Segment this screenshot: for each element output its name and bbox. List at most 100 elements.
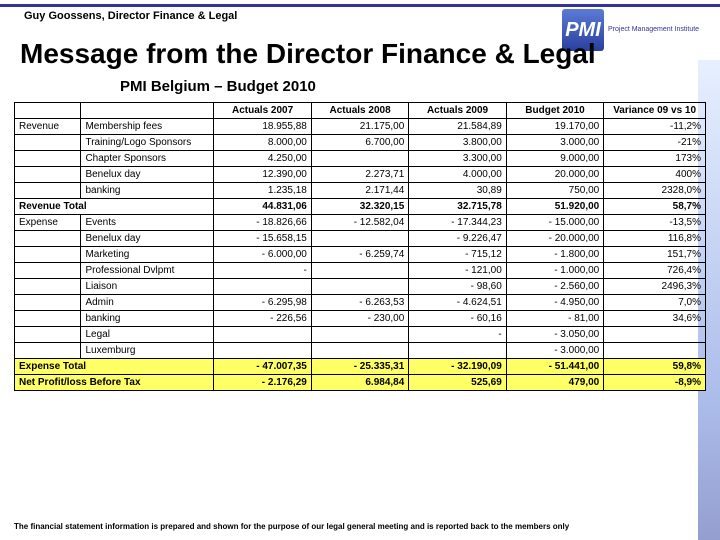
col-item [81, 103, 214, 119]
cell-category [15, 151, 81, 167]
cell-value: 58,7% [604, 199, 706, 215]
cell-value: 750,00 [506, 183, 603, 199]
table-row: banking1.235,182.171,4430,89750,002328,0… [15, 183, 706, 199]
cell-value: 9.226,47 [409, 231, 506, 247]
cell-item: banking [81, 311, 214, 327]
cell-value: 15.000,00 [506, 215, 603, 231]
cell-value: 6.263,53 [311, 295, 408, 311]
cell-value: 34,6% [604, 311, 706, 327]
cell-item: Training/Logo Sponsors [81, 135, 214, 151]
col-budget-2010: Budget 2010 [506, 103, 603, 119]
cell-value [214, 327, 311, 343]
table-row: Liaison 98,602.560,002496,3% [15, 279, 706, 295]
cell-value: 2496,3% [604, 279, 706, 295]
table-row: Professional Dvlpmt-121,001.000,00726,4% [15, 263, 706, 279]
cell-value [214, 279, 311, 295]
page-subtitle: PMI Belgium – Budget 2010 [120, 78, 316, 95]
table-row: Chapter Sponsors4.250,003.300,009.000,00… [15, 151, 706, 167]
cell-category: Revenue [15, 119, 81, 135]
table-row: RevenueMembership fees18.955,8821.175,00… [15, 119, 706, 135]
cell-value: 21.584,89 [409, 119, 506, 135]
cell-category [15, 311, 81, 327]
cell-value: 230,00 [311, 311, 408, 327]
cell-value: 151,7% [604, 247, 706, 263]
page-title: Message from the Director Finance & Lega… [20, 38, 596, 70]
cell-value: 32.320,15 [311, 199, 408, 215]
cell-value [311, 263, 408, 279]
cell-value: 4.950,00 [506, 295, 603, 311]
cell-value: 3.000,00 [506, 343, 603, 359]
cell-value: -21% [604, 135, 706, 151]
table-row: Benelux day12.390,002.273,714.000,0020.0… [15, 167, 706, 183]
cell-value: - [214, 263, 311, 279]
cell-item: Professional Dvlpmt [81, 263, 214, 279]
cell-item: Membership fees [81, 119, 214, 135]
cell-value: 4.000,00 [409, 167, 506, 183]
cell-value: 12.582,04 [311, 215, 408, 231]
cell-value: 30,89 [409, 183, 506, 199]
cell-category: Expense Total [15, 359, 214, 375]
cell-category [15, 263, 81, 279]
budget-table: Actuals 2007 Actuals 2008 Actuals 2009 B… [14, 102, 706, 391]
table-header-row: Actuals 2007 Actuals 2008 Actuals 2009 B… [15, 103, 706, 119]
cell-value: 21.175,00 [311, 119, 408, 135]
cell-value: 32.190,09 [409, 359, 506, 375]
cell-item: banking [81, 183, 214, 199]
cell-category [15, 327, 81, 343]
author-line: Guy Goossens, Director Finance & Legal [24, 10, 237, 22]
cell-value: -11,2% [604, 119, 706, 135]
cell-category [15, 343, 81, 359]
table-row: banking226,56230,0060,1681,0034,6% [15, 311, 706, 327]
cell-category: Revenue Total [15, 199, 214, 215]
col-variance: Variance 09 vs 10 [604, 103, 706, 119]
cell-value: -13,5% [604, 215, 706, 231]
cell-value: 2.560,00 [506, 279, 603, 295]
cell-value [604, 327, 706, 343]
cell-value: 25.335,31 [311, 359, 408, 375]
pmi-logo-text: Project Management Institute [608, 26, 699, 34]
cell-category: Net Profit/loss Before Tax [15, 375, 214, 391]
table-row: Legal-3.050,00 [15, 327, 706, 343]
cell-value: 60,16 [409, 311, 506, 327]
cell-value: 2.171,44 [311, 183, 408, 199]
cell-value: 18.826,66 [214, 215, 311, 231]
cell-value: 51.441,00 [506, 359, 603, 375]
cell-item: Marketing [81, 247, 214, 263]
cell-category [15, 231, 81, 247]
table-row: Training/Logo Sponsors8.000,006.700,00 3.… [15, 135, 706, 151]
cell-value: 4.624,51 [409, 295, 506, 311]
col-category [15, 103, 81, 119]
cell-value: 32.715,78 [409, 199, 506, 215]
cell-value: 44.831,06 [214, 199, 311, 215]
cell-value: 3.000,00 [506, 135, 603, 151]
cell-value: 7,0% [604, 295, 706, 311]
cell-value: 59,8% [604, 359, 706, 375]
cell-value: 17.344,23 [409, 215, 506, 231]
cell-value: 121,00 [409, 263, 506, 279]
cell-value: 6.700,00 [311, 135, 408, 151]
cell-value: 98,60 [409, 279, 506, 295]
cell-item: Admin [81, 295, 214, 311]
cell-value: 226,56 [214, 311, 311, 327]
cell-value: 2.273,71 [311, 167, 408, 183]
col-actuals-2008: Actuals 2008 [311, 103, 408, 119]
cell-value [409, 343, 506, 359]
table-row: Marketing6.000,006.259,74715,121.800,001… [15, 247, 706, 263]
cell-item: Liaison [81, 279, 214, 295]
budget-table-container: Actuals 2007 Actuals 2008 Actuals 2009 B… [14, 102, 706, 508]
cell-value [311, 231, 408, 247]
cell-value: - [409, 327, 506, 343]
table-row: Luxemburg3.000,00 [15, 343, 706, 359]
cell-value: 8.000,00 [214, 135, 311, 151]
table-row: Revenue Total44.831,0632.320,1532.715,78… [15, 199, 706, 215]
cell-value [311, 327, 408, 343]
col-actuals-2007: Actuals 2007 [214, 103, 311, 119]
table-row: Expense Total47.007,3525.335,3132.190,09… [15, 359, 706, 375]
cell-value: 81,00 [506, 311, 603, 327]
cell-value: 2328,0% [604, 183, 706, 199]
cell-value: 400% [604, 167, 706, 183]
cell-value: 726,4% [604, 263, 706, 279]
cell-value: 51.920,00 [506, 199, 603, 215]
cell-value [311, 343, 408, 359]
table-row: Net Profit/loss Before Tax2.176,296.984,… [15, 375, 706, 391]
